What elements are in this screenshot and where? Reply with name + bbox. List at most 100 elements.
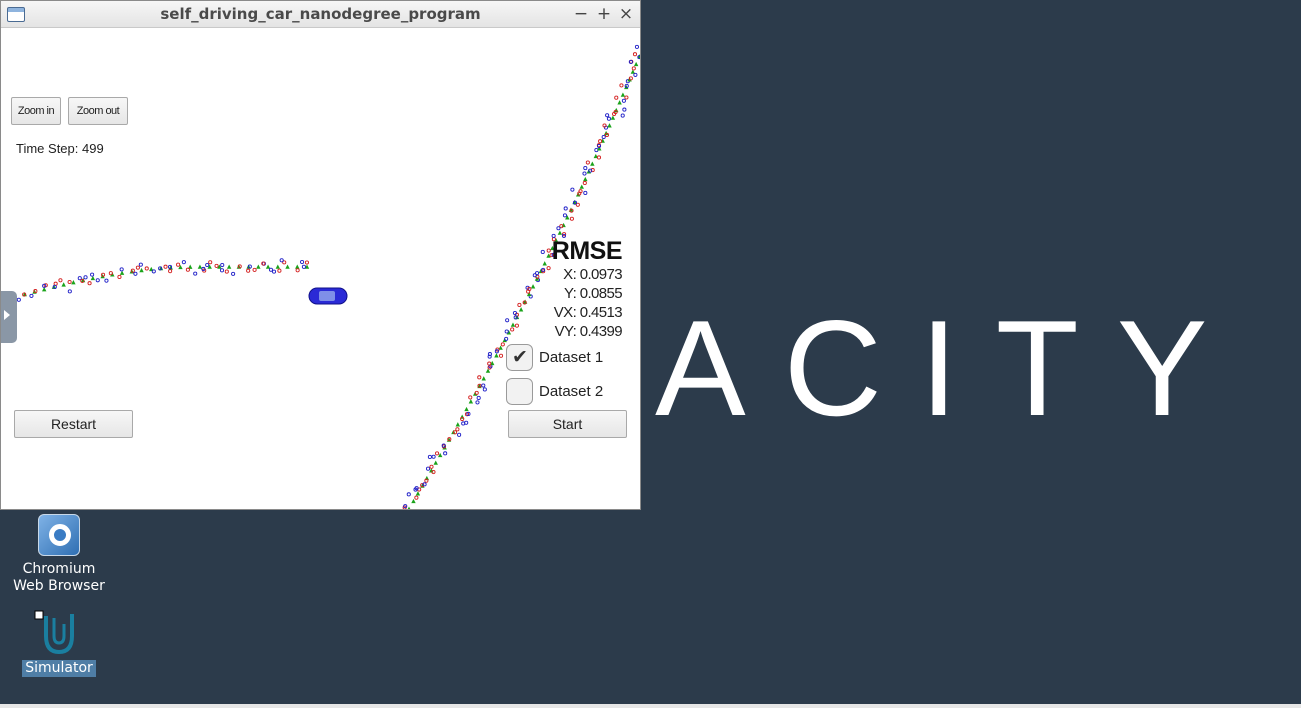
estimate-marker xyxy=(553,238,559,243)
radar-marker xyxy=(605,113,610,118)
estimate-marker xyxy=(620,92,626,97)
zoom-in-button[interactable]: Zoom in xyxy=(11,97,61,125)
radar-marker xyxy=(104,278,109,283)
lidar-marker xyxy=(619,83,624,88)
radar-marker xyxy=(634,44,639,49)
radar-marker xyxy=(464,420,469,425)
lidar-marker xyxy=(527,286,532,292)
estimate-marker xyxy=(464,406,469,412)
dataset-1-option[interactable]: ✔ Dataset 1 xyxy=(506,343,603,371)
side-panel-handle[interactable] xyxy=(1,291,17,343)
estimate-marker xyxy=(597,146,602,151)
estimate-marker xyxy=(617,100,622,105)
radar-marker xyxy=(90,272,95,277)
radar-marker xyxy=(220,262,225,268)
window-title: self_driving_car_nanodegree_program xyxy=(160,5,481,23)
lidar-marker xyxy=(431,470,436,475)
radar-marker xyxy=(622,107,627,112)
estimate-marker xyxy=(42,287,47,292)
dataset-1-label: Dataset 1 xyxy=(539,348,604,366)
radar-marker xyxy=(561,233,566,238)
lidar-marker xyxy=(510,327,515,332)
estimate-marker xyxy=(526,291,532,297)
lidar-marker xyxy=(585,160,590,165)
simulator-label: Simulator xyxy=(22,660,96,677)
rmse-vy: VY: 0.4399 xyxy=(554,323,623,340)
start-button[interactable]: Start xyxy=(508,410,627,438)
window-app-icon xyxy=(7,7,25,22)
radar-marker xyxy=(201,266,206,272)
lidar-marker xyxy=(477,375,482,380)
radar-marker xyxy=(512,310,517,316)
radar-marker xyxy=(628,59,633,64)
lidar-marker xyxy=(546,248,551,253)
estimate-marker xyxy=(485,368,491,373)
desktop-icon-simulator[interactable]: Simulator xyxy=(9,610,109,677)
lidar-marker xyxy=(185,267,190,272)
radar-marker xyxy=(193,271,198,276)
lidar-marker xyxy=(424,478,429,483)
lidar-marker xyxy=(87,281,92,286)
radar-marker xyxy=(551,233,556,238)
radar-marker xyxy=(504,329,509,334)
radar-marker xyxy=(83,275,88,280)
dataset-2-option[interactable]: Dataset 2 xyxy=(506,377,603,405)
restart-button[interactable]: Restart xyxy=(14,410,133,438)
lidar-marker xyxy=(447,437,452,442)
radar-marker xyxy=(301,264,306,269)
lidar-marker xyxy=(477,383,482,388)
estimate-marker xyxy=(407,506,411,509)
estimate-marker xyxy=(119,270,125,275)
lidar-marker xyxy=(224,269,229,274)
lidar-marker xyxy=(80,278,85,283)
estimate-marker xyxy=(506,330,512,335)
estimate-marker xyxy=(518,307,524,312)
lidar-marker xyxy=(144,266,149,271)
radar-marker xyxy=(583,190,588,195)
dataset-1-checkbox[interactable]: ✔ xyxy=(506,343,533,371)
window-titlebar[interactable]: self_driving_car_nanodegree_program − + … xyxy=(1,1,640,28)
estimate-marker xyxy=(593,153,599,159)
desktop-icon-chromium[interactable]: Chromium Web Browser xyxy=(9,514,109,595)
estimate-marker xyxy=(546,253,551,258)
checkmark-icon: ✔ xyxy=(512,346,528,368)
lidar-marker xyxy=(546,266,551,271)
simulator-window: self_driving_car_nanodegree_program − + … xyxy=(0,0,641,510)
estimate-marker xyxy=(197,264,203,269)
radar-marker xyxy=(441,443,446,448)
estimate-marker xyxy=(178,264,183,270)
radar-marker xyxy=(570,187,575,192)
radar-marker xyxy=(443,451,448,456)
dataset-2-checkbox[interactable] xyxy=(506,377,533,405)
lidar-marker xyxy=(452,430,458,435)
radar-marker xyxy=(494,349,499,354)
estimate-marker xyxy=(542,261,547,266)
minimize-button[interactable]: − xyxy=(573,4,589,24)
lidar-marker xyxy=(295,268,300,273)
estimate-marker xyxy=(455,422,461,427)
simulation-canvas[interactable]: Zoom in Zoom out Time Step: 499 RMSE X: … xyxy=(1,29,640,509)
radar-marker xyxy=(181,260,186,265)
radar-marker xyxy=(624,83,629,89)
radar-marker xyxy=(633,72,638,77)
chromium-label-line1: Chromium xyxy=(22,561,96,577)
radar-marker xyxy=(119,267,124,272)
estimate-marker xyxy=(481,376,486,381)
estimate-marker xyxy=(304,264,310,269)
estimate-marker xyxy=(498,345,503,350)
lidar-marker xyxy=(246,268,251,273)
taskbar-strip xyxy=(0,704,1301,708)
lidar-marker xyxy=(498,353,504,358)
lidar-marker xyxy=(569,208,574,213)
lidar-marker xyxy=(214,263,219,268)
estimate-marker xyxy=(590,161,595,166)
estimate-marker xyxy=(603,130,609,136)
lidar-marker xyxy=(168,269,173,274)
zoom-out-button[interactable]: Zoom out xyxy=(68,97,128,125)
lidar-marker xyxy=(420,483,425,488)
close-button[interactable]: × xyxy=(618,4,634,24)
estimate-marker xyxy=(256,264,261,269)
maximize-button[interactable]: + xyxy=(596,4,612,24)
chromium-icon xyxy=(38,514,80,556)
lidar-marker xyxy=(582,180,587,186)
